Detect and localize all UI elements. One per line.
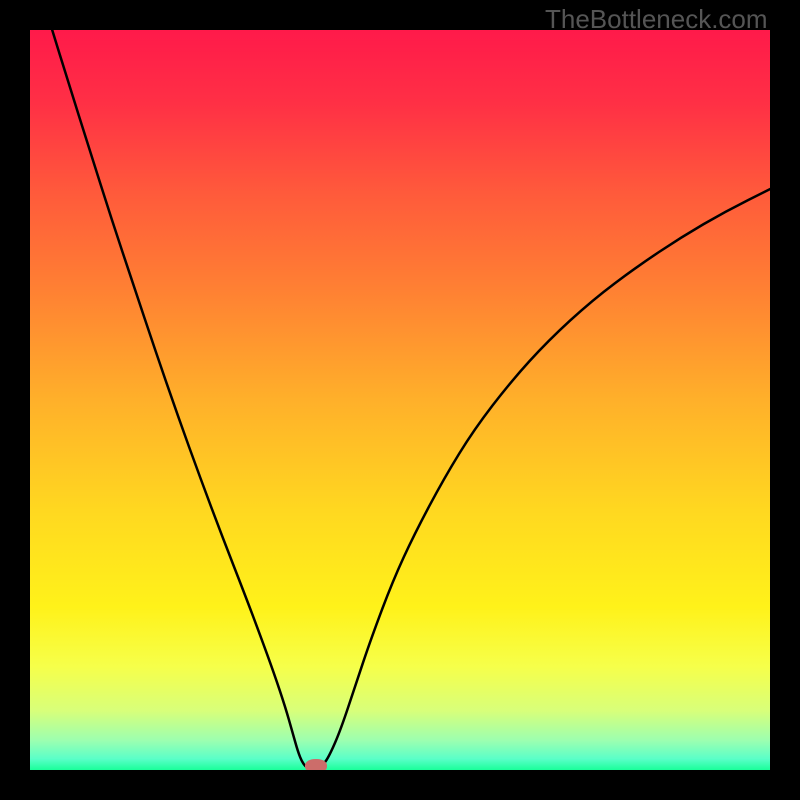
optimum-marker [305, 759, 327, 770]
bottleneck-curve [30, 30, 770, 770]
chart-frame: TheBottleneck.com [0, 0, 800, 800]
plot-area [30, 30, 770, 770]
watermark-text: TheBottleneck.com [545, 4, 768, 35]
